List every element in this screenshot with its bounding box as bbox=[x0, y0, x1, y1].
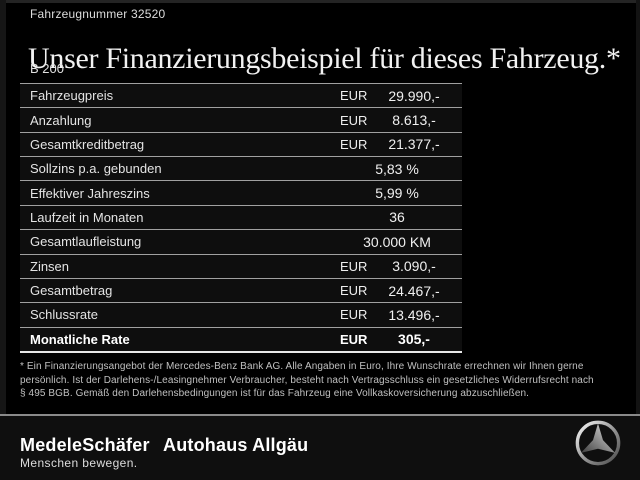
table-row: Fahrzeugpreis EUR 29.990,- bbox=[20, 83, 462, 107]
row-value-group: EUR 21.377,- bbox=[340, 136, 462, 152]
table-row: Zinsen EUR 3.090,- bbox=[20, 253, 462, 278]
vehicle-number: Fahrzeugnummer 32520 bbox=[30, 7, 166, 21]
table-row: Monatliche Rate EUR 305,- bbox=[20, 326, 462, 351]
row-value: 8.613,- bbox=[392, 112, 436, 129]
table-row: Sollzins p.a. gebunden 5,83 % bbox=[20, 156, 462, 180]
row-label: Laufzeit in Monaten bbox=[30, 209, 144, 225]
row-value: 5,99 % bbox=[375, 185, 419, 202]
mercedes-star-icon bbox=[575, 420, 621, 466]
row-label: Schlussrate bbox=[30, 307, 98, 323]
footer: MedeleSchäfer Menschen bewegen. Autohaus… bbox=[0, 416, 640, 480]
row-label: Gesamtkreditbetrag bbox=[30, 136, 145, 152]
row-currency: EUR bbox=[340, 136, 368, 152]
row-value-group: EUR 3.090,- bbox=[340, 258, 462, 274]
model-name: B 200 bbox=[30, 61, 64, 76]
row-value: 305,- bbox=[398, 331, 430, 348]
row-label: Effektiver Jahreszins bbox=[30, 185, 150, 201]
row-value: 13.496,- bbox=[388, 306, 440, 323]
table-row: Schlussrate EUR 13.496,- bbox=[20, 302, 462, 326]
table-row: Anzahlung EUR 8.613,- bbox=[20, 107, 462, 131]
row-value-group: EUR 305,- bbox=[340, 331, 462, 347]
row-value: 36 bbox=[389, 209, 405, 226]
row-label: Sollzins p.a. gebunden bbox=[30, 161, 162, 177]
page-title: Unser Finanzierungsbeispiel für dieses F… bbox=[28, 42, 621, 76]
row-value-group: 36 bbox=[340, 209, 462, 225]
table-row: Gesamtkreditbetrag EUR 21.377,- bbox=[20, 131, 462, 156]
footnote-text: * Ein Finanzierungsangebot der Mercedes-… bbox=[20, 361, 594, 399]
row-value: 29.990,- bbox=[388, 87, 440, 104]
screen-left-edge bbox=[0, 0, 6, 480]
dealer-logo: MedeleSchäfer bbox=[20, 435, 150, 455]
finance-table: Fahrzeugpreis EUR 29.990,- Anzahlung EUR 8.61… bbox=[20, 83, 462, 353]
table-row: Gesamtlaufleistung 30.000 KM bbox=[20, 229, 462, 253]
row-value-group: EUR 8.613,- bbox=[340, 112, 462, 128]
row-label: Zinsen bbox=[30, 258, 70, 274]
row-value-group: 5,99 % bbox=[340, 185, 462, 201]
row-label: Monatliche Rate bbox=[30, 331, 130, 347]
row-label: Gesamtbetrag bbox=[30, 283, 113, 299]
table-row: Gesamtbetrag EUR 24.467,- bbox=[20, 277, 462, 302]
dealer-tagline: Menschen bewegen. bbox=[20, 456, 138, 470]
row-label: Gesamtlaufleistung bbox=[30, 234, 142, 250]
row-currency: EUR bbox=[340, 307, 368, 323]
row-value: 3.090,- bbox=[392, 258, 436, 275]
dealer-secondary-logo: Autohaus Allgäu bbox=[163, 435, 309, 455]
row-currency: EUR bbox=[340, 331, 368, 347]
screen-top-edge bbox=[0, 0, 640, 3]
row-value-group: 30.000 KM bbox=[340, 234, 462, 250]
row-currency: EUR bbox=[340, 258, 368, 274]
row-value: 21.377,- bbox=[388, 136, 440, 153]
footer-separator bbox=[0, 414, 640, 416]
table-row: Effektiver Jahreszins 5,99 % bbox=[20, 180, 462, 204]
table-row: Laufzeit in Monaten 36 bbox=[20, 204, 462, 229]
row-currency: EUR bbox=[340, 112, 368, 128]
screen-right-edge bbox=[636, 0, 640, 480]
row-value-group: EUR 24.467,- bbox=[340, 283, 462, 299]
row-label: Fahrzeugpreis bbox=[30, 88, 114, 104]
row-value-group: 5,83 % bbox=[340, 161, 462, 177]
row-currency: EUR bbox=[340, 88, 368, 104]
row-value-group: EUR 13.496,- bbox=[340, 307, 462, 323]
row-value: 5,83 % bbox=[375, 160, 419, 177]
row-value: 30.000 KM bbox=[363, 233, 431, 250]
row-label: Anzahlung bbox=[30, 112, 92, 128]
row-currency: EUR bbox=[340, 283, 368, 299]
row-value: 24.467,- bbox=[388, 282, 440, 299]
row-value-group: EUR 29.990,- bbox=[340, 88, 462, 104]
